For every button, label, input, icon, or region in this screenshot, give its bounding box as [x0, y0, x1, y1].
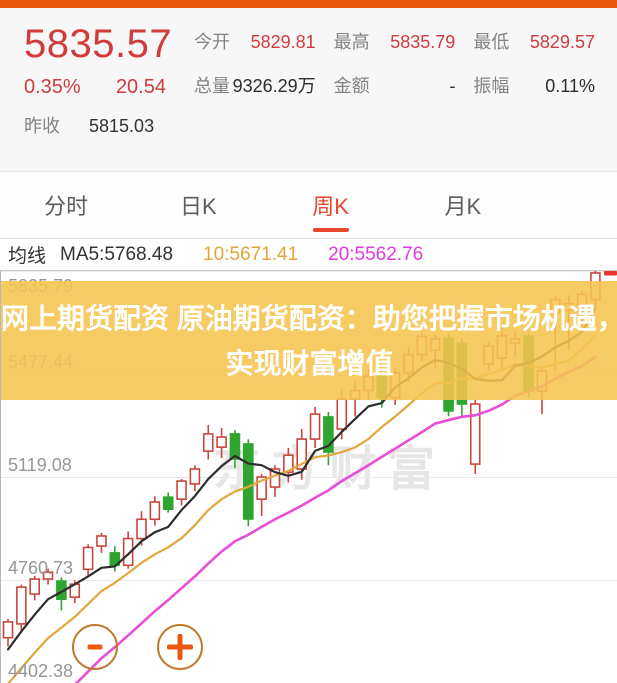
stat-high: 最高 5835.79: [333, 32, 456, 52]
ma-legend-title: 均线: [8, 246, 47, 267]
quote-info-panel: 5835.57 0.35% 20.54 昨收 5815.03 今开 5829.8…: [0, 8, 617, 172]
change-value: 20.54: [115, 76, 166, 98]
stat-volume: 总量 9326.29万: [194, 76, 316, 96]
current-price: 5835.57: [24, 22, 173, 66]
tab-minute[interactable]: 分时: [44, 194, 89, 219]
change-percent: 0.35%: [24, 76, 81, 98]
prev-close-row: 昨收 5815.03: [24, 112, 186, 138]
price-block: 5835.57 0.35% 20.54 昨收 5815.03: [0, 8, 186, 171]
ad-banner[interactable]: 网上期货配资 原油期货配资：助您把握市场机遇， 实现财富增值: [1, 281, 617, 400]
ad-banner-line1: 网上期货配资 原油期货配资：助您把握市场机遇，: [1, 303, 617, 334]
stat-amplitude: 振幅 0.11%: [473, 76, 595, 96]
y-axis-label: 5119.08: [8, 455, 72, 475]
tab-daily-k[interactable]: 日K: [180, 194, 217, 219]
top-accent-bar: [0, 0, 617, 8]
y-axis-label: 4760.73: [8, 558, 74, 578]
stat-amount: 金额 -: [333, 76, 456, 96]
prev-close-value: 5815.03: [89, 116, 155, 136]
prev-close-label: 昨收: [24, 116, 60, 136]
stat-open: 今开 5829.81: [194, 32, 316, 52]
zoom-out-button[interactable]: [72, 624, 118, 670]
quote-stats-grid: 今开 5829.81 最高 5835.79 最低 5829.57 总量 9326…: [186, 8, 617, 171]
ma-legend-row: 均线 MA5:5768.48 10:5671.41 20:5562.76: [0, 239, 617, 271]
tab-weekly-k[interactable]: 周K: [265, 172, 397, 238]
ma10-value: 10:5671.41: [203, 243, 299, 265]
stat-low: 最低 5829.57: [473, 32, 595, 52]
price-change-row: 0.35% 20.54: [24, 76, 166, 99]
minus-icon: [87, 644, 103, 650]
y-axis-label: 4402.38: [8, 661, 74, 681]
candlestick-chart[interactable]: 东方财富 5835.79 5477.44 5119.08 4760.73 440…: [0, 271, 617, 683]
zoom-in-button[interactable]: [157, 624, 203, 670]
active-tab-underline: [312, 228, 349, 232]
tab-monthly-k[interactable]: 月K: [444, 194, 482, 219]
ma5-value: MA5:5768.48: [60, 243, 174, 265]
kline-tab-bar: 分时 日K 周K 月K: [0, 172, 617, 239]
ad-banner-line2: 实现财富增值: [225, 348, 394, 379]
ma20-value: 20:5562.76: [328, 243, 424, 265]
